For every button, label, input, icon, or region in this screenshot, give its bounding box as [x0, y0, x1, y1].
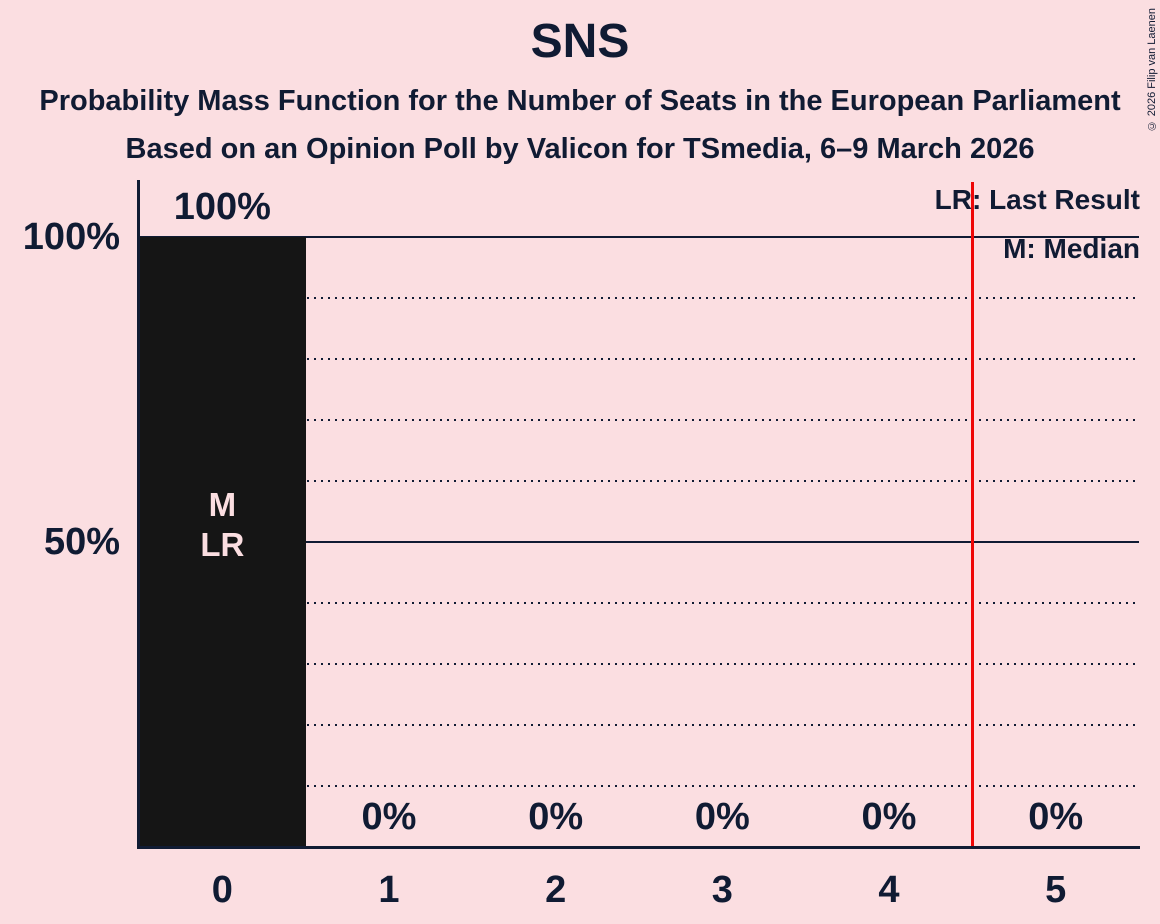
gridline-dotted-60pct — [139, 480, 1139, 482]
gridline-solid-50pct — [139, 541, 1139, 543]
y-axis-tick-label-50: 50% — [43, 521, 120, 563]
chart-subtitle-line1: Probability Mass Function for the Number… — [39, 85, 1121, 117]
chart-subtitle-line2: Based on an Opinion Poll by Valicon for … — [125, 133, 1035, 165]
gridline-dotted-80pct — [139, 358, 1139, 360]
x-axis-tick-label-2: 2 — [545, 869, 567, 911]
bar-value-label-1: 0% — [361, 796, 417, 838]
bar-value-label-0: 100% — [173, 186, 271, 228]
bar-value-label-5: 0% — [1028, 796, 1084, 838]
gridline-dotted-40pct — [139, 602, 1139, 604]
gridline-dotted-10pct — [139, 785, 1139, 787]
annotation-line-m: M — [208, 486, 237, 523]
gridline-dotted-20pct — [139, 724, 1139, 726]
x-axis-tick-label-5: 5 — [1045, 869, 1067, 911]
x-axis-tick-label-0: 0 — [211, 869, 233, 911]
legend-median-label: M: Median — [1003, 233, 1140, 264]
gridline-solid-100pct — [139, 236, 1139, 238]
median-last-result-annotation: M LR — [139, 485, 306, 565]
x-axis-tick-label-4: 4 — [878, 869, 900, 911]
bar-value-label-2: 0% — [528, 796, 584, 838]
annotation-line-lr: LR — [200, 526, 245, 563]
page-title: SNS — [530, 15, 630, 68]
x-axis-tick-label-3: 3 — [711, 869, 733, 911]
x-axis-line — [137, 846, 1140, 849]
y-axis-tick-label-100: 100% — [22, 216, 120, 258]
gridline-dotted-70pct — [139, 419, 1139, 421]
gridline-dotted-90pct — [139, 297, 1139, 299]
y-axis-line — [137, 180, 140, 849]
x-axis-tick-label-1: 1 — [378, 869, 400, 911]
chart-legend: LR: Last Result M: Median — [935, 175, 1140, 273]
legend-last-result-label: LR: Last Result — [934, 184, 1140, 215]
bar-value-label-3: 0% — [694, 796, 750, 838]
bar-value-label-4: 0% — [861, 796, 917, 838]
pmf-bar-0 — [139, 237, 306, 847]
last-result-vertical-line — [970, 182, 974, 847]
gridline-dotted-30pct — [139, 663, 1139, 665]
